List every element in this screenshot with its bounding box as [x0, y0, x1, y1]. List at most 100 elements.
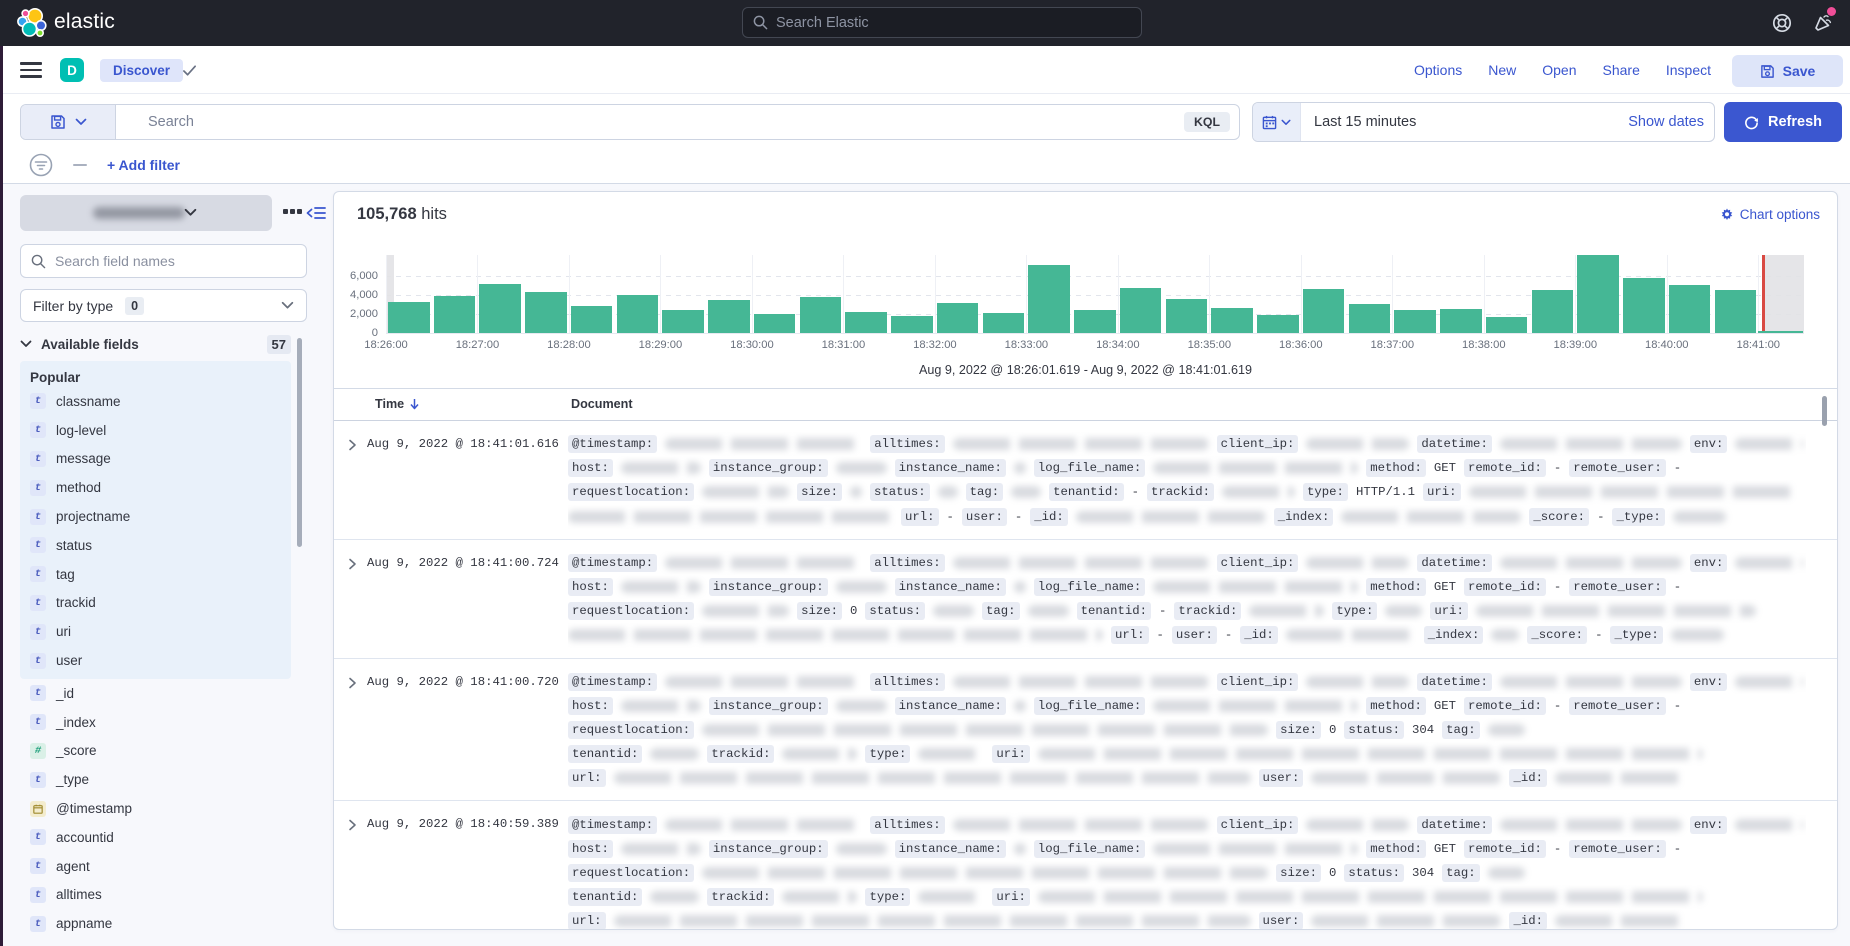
field-chip: host:	[568, 459, 613, 478]
collapse-sidebar-icon[interactable]	[306, 204, 326, 222]
histogram-bar[interactable]	[525, 291, 567, 333]
filter-icon[interactable]	[29, 153, 53, 177]
toolbar-link-inspect[interactable]: Inspect	[1665, 62, 1711, 78]
column-header-document[interactable]: Document	[571, 397, 633, 411]
field-item-user[interactable]: t user	[30, 646, 291, 675]
histogram-bar[interactable]	[1758, 331, 1803, 333]
histogram-bar[interactable]	[1485, 317, 1528, 333]
histogram-bar[interactable]	[1714, 289, 1757, 333]
histogram-bar[interactable]	[708, 300, 750, 333]
histogram-bar[interactable]	[662, 310, 704, 333]
toolbar-link-new[interactable]: New	[1488, 62, 1517, 78]
show-dates-link[interactable]: Show dates	[1628, 114, 1704, 130]
field-search-input[interactable]: Search field names	[20, 244, 307, 278]
data-view-selector[interactable]	[20, 195, 272, 231]
histogram-bar[interactable]	[1623, 277, 1665, 333]
gridline	[1117, 255, 1119, 333]
global-search-input[interactable]: Search Elastic	[742, 7, 1142, 38]
histogram-bar[interactable]	[1577, 255, 1619, 333]
histogram-chart[interactable]: 0 2,000 4,000 6,000 18:26:00 18:27:00 18:28:00…	[350, 255, 1804, 351]
column-header-time[interactable]: Time	[375, 397, 420, 411]
query-input[interactable]: Search	[148, 114, 194, 130]
row-timestamp: Aug 9, 2022 @ 18:40:59.389	[367, 817, 559, 832]
field-value: -	[1673, 580, 1682, 595]
field-item-log-level[interactable]: t log-level	[30, 416, 291, 445]
histogram-bar[interactable]	[1348, 303, 1391, 333]
gridline	[1483, 255, 1485, 333]
save-button[interactable]: Save	[1732, 55, 1843, 87]
field-item-appname[interactable]: t appname	[30, 909, 291, 938]
field-item-tag[interactable]: t tag	[30, 560, 291, 589]
histogram-bar[interactable]	[1028, 265, 1070, 333]
histogram-bar[interactable]	[1394, 309, 1436, 333]
kql-badge[interactable]: KQL	[1184, 112, 1230, 132]
field-item-_index[interactable]: t _index	[30, 708, 291, 737]
histogram-bar[interactable]	[1531, 290, 1574, 333]
field-item-projectname[interactable]: t projectname	[30, 502, 291, 531]
field-item-_id[interactable]: t _id	[30, 679, 291, 708]
field-name: method	[56, 480, 102, 496]
field-item-@timestamp[interactable]: @timestamp	[30, 794, 291, 823]
field-item-uri[interactable]: t uri	[30, 617, 291, 646]
available-fields-header[interactable]: Available fields 57	[20, 334, 291, 354]
histogram-bar[interactable]	[891, 315, 933, 333]
expand-row-icon[interactable]	[346, 819, 358, 831]
toolbar-link-share[interactable]: Share	[1602, 62, 1640, 78]
histogram-bar[interactable]	[753, 313, 796, 333]
row-timestamp: Aug 9, 2022 @ 18:41:00.724	[367, 555, 559, 570]
newsfeed-icon[interactable]	[1812, 12, 1834, 34]
histogram-bar[interactable]	[845, 312, 887, 333]
field-item-_score[interactable]: # _score	[30, 737, 291, 766]
histogram-bar[interactable]	[570, 306, 613, 333]
histogram-bar[interactable]	[1165, 298, 1208, 333]
calendar-menu-button[interactable]	[1253, 103, 1301, 141]
histogram-bar[interactable]	[1440, 308, 1482, 333]
table-scrollbar[interactable]	[1822, 396, 1827, 426]
expand-row-icon[interactable]	[346, 558, 358, 570]
histogram-bar[interactable]	[1074, 309, 1116, 333]
time-range-value[interactable]: Last 15 minutes	[1314, 114, 1417, 130]
chart-options-button[interactable]: Chart options	[1720, 207, 1820, 222]
sidebar-scrollbar[interactable]	[297, 338, 302, 547]
histogram-bar[interactable]	[479, 284, 521, 333]
search-icon	[31, 254, 46, 268]
field-options-icon[interactable]	[283, 207, 302, 216]
help-icon[interactable]	[1771, 12, 1793, 34]
field-chip: _id:	[1509, 769, 1547, 788]
refresh-icon	[1745, 116, 1758, 129]
refresh-button[interactable]: Refresh	[1724, 102, 1842, 142]
histogram-bar[interactable]	[1302, 288, 1345, 333]
toolbar-link-open[interactable]: Open	[1542, 62, 1577, 78]
histogram-bar[interactable]	[1211, 307, 1253, 333]
field-item-accountid[interactable]: t accountid	[30, 823, 291, 852]
histogram-bar[interactable]	[1119, 288, 1162, 333]
redacted-value	[1499, 556, 1682, 569]
saved-query-menu-button[interactable]	[21, 105, 116, 139]
breadcrumb[interactable]: Discover	[100, 59, 184, 82]
histogram-bar[interactable]	[936, 303, 979, 333]
histogram-bar[interactable]	[433, 295, 476, 333]
histogram-bar[interactable]	[1257, 314, 1299, 333]
field-item-agent[interactable]: t agent	[30, 852, 291, 881]
field-item-alltimes[interactable]: t alltimes	[30, 881, 291, 910]
histogram-bar[interactable]	[1668, 284, 1711, 333]
add-filter-button[interactable]: + Add filter	[107, 157, 180, 173]
field-item-status[interactable]: t status	[30, 531, 291, 560]
field-item-classname[interactable]: t classname	[30, 387, 291, 416]
expand-row-icon[interactable]	[346, 439, 358, 451]
histogram-bar[interactable]	[616, 295, 659, 333]
field-chip: _id:	[1030, 507, 1068, 526]
toolbar-link-options[interactable]: Options	[1413, 62, 1463, 78]
redacted-value	[613, 915, 1251, 928]
histogram-bar[interactable]	[388, 302, 430, 333]
filter-by-type-select[interactable]: Filter by type 0	[20, 289, 307, 322]
expand-row-icon[interactable]	[346, 677, 358, 689]
field-item-_type[interactable]: t _type	[30, 765, 291, 794]
field-item-message[interactable]: t message	[30, 445, 291, 474]
field-item-trackid[interactable]: t trackid	[30, 589, 291, 618]
histogram-bar[interactable]	[799, 297, 842, 333]
menu-icon[interactable]	[20, 62, 42, 78]
histogram-bar[interactable]	[982, 313, 1025, 333]
redacted-value	[665, 818, 863, 831]
field-item-method[interactable]: t method	[30, 473, 291, 502]
